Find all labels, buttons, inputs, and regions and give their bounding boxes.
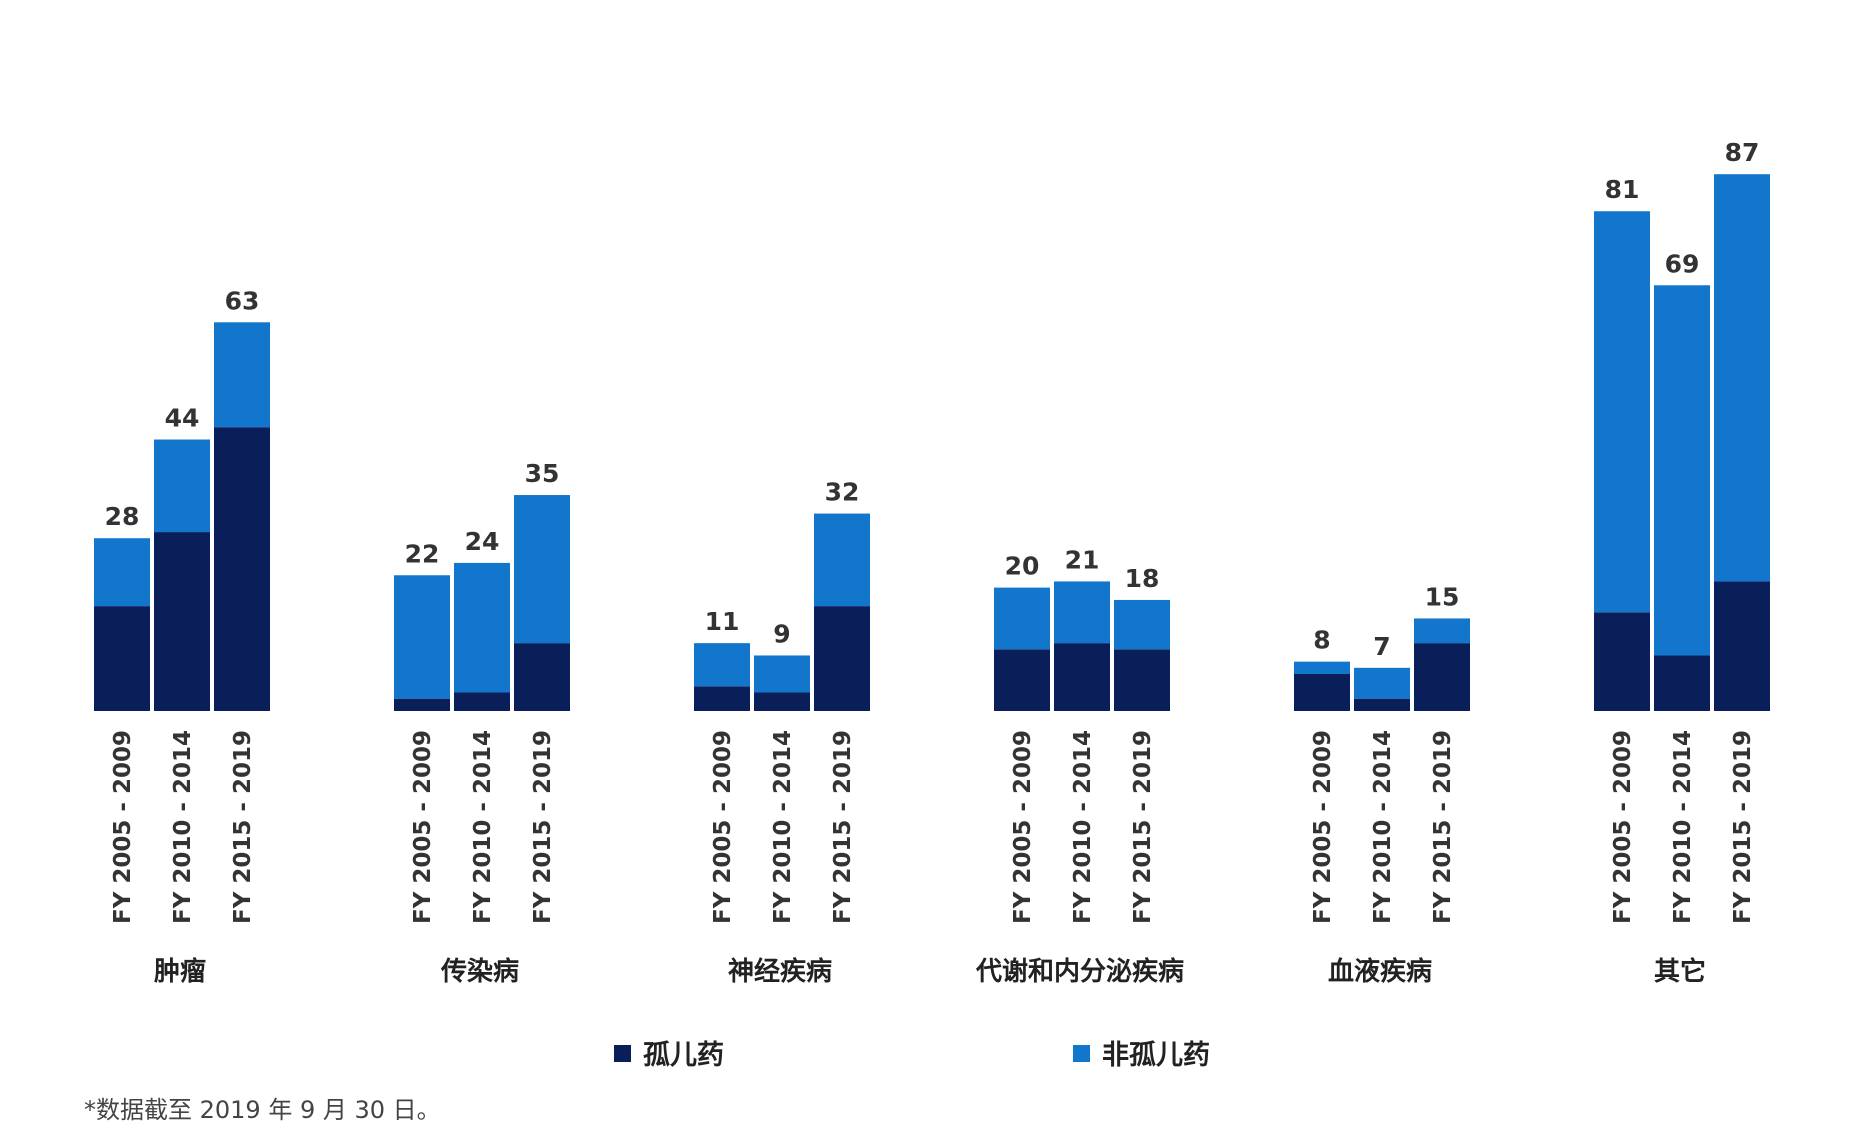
bar-non-orphan-0-0: [94, 538, 150, 607]
period-tick-label: FY 2005 - 2009: [1610, 730, 1636, 924]
legend: 孤儿药 非孤儿药: [614, 1039, 1210, 1071]
bar-non-orphan-3-0: [994, 587, 1050, 650]
category-label: 传染病: [440, 957, 519, 987]
bar-non-orphan-2-2: [814, 513, 870, 607]
bar-non-orphan-2-0: [694, 643, 750, 687]
period-tick-label: FY 2010 - 2014: [170, 730, 196, 924]
bar-total-label: 87: [1725, 138, 1760, 167]
bar-orphan-0-1: [154, 532, 210, 711]
period-tick-label: FY 2005 - 2009: [1010, 730, 1036, 924]
bar-orphan-0-2: [214, 427, 270, 711]
period-tick-label: FY 2010 - 2014: [470, 730, 496, 924]
period-tick-label: FY 2010 - 2014: [1370, 730, 1396, 924]
bar-total-label: 44: [165, 404, 200, 433]
bar-non-orphan-3-1: [1054, 581, 1110, 644]
bar-orphan-3-0: [994, 649, 1050, 711]
period-tick-label: FY 2015 - 2019: [530, 730, 556, 924]
bar-orphan-5-2: [1714, 581, 1770, 711]
legend-swatch-non-orphan: [1073, 1045, 1090, 1062]
period-tick-label: FY 2015 - 2019: [1430, 730, 1456, 924]
bar-total-label: 22: [405, 539, 440, 568]
bar-orphan-5-0: [1594, 612, 1650, 711]
bar-non-orphan-1-1: [454, 562, 510, 693]
bar-orphan-2-0: [694, 686, 750, 711]
category-label: 代谢和内分泌疾病: [975, 956, 1184, 987]
period-tick-label: FY 2015 - 2019: [1730, 730, 1756, 924]
bar-orphan-5-1: [1654, 655, 1710, 711]
period-tick-label: FY 2015 - 2019: [230, 730, 256, 924]
bar-orphan-1-0: [394, 698, 450, 711]
period-tick-label: FY 2005 - 2009: [410, 730, 436, 924]
bar-total-label: 11: [705, 607, 740, 636]
bar-non-orphan-4-1: [1354, 667, 1410, 699]
bar-orphan-2-1: [754, 692, 810, 711]
bar-non-orphan-2-1: [754, 655, 810, 693]
bar-total-label: 81: [1605, 175, 1640, 204]
bar-non-orphan-0-1: [154, 439, 210, 533]
bar-orphan-2-2: [814, 606, 870, 711]
footnote: *数据截至 2019 年 9 月 30 日。: [84, 1096, 441, 1124]
bar-total-label: 7: [1373, 632, 1390, 661]
legend-label-orphan: 孤儿药: [643, 1039, 724, 1071]
period-tick-label: FY 2015 - 2019: [1130, 730, 1156, 924]
bar-total-label: 15: [1425, 582, 1460, 611]
bar-non-orphan-4-2: [1414, 618, 1470, 644]
period-tick-label: FY 2005 - 2009: [110, 730, 136, 924]
period-tick-label: FY 2010 - 2014: [1670, 730, 1696, 924]
bar-non-orphan-5-0: [1594, 211, 1650, 613]
bar-non-orphan-4-0: [1294, 661, 1350, 674]
bar-total-label: 20: [1005, 552, 1040, 581]
bar-orphan-0-0: [94, 606, 150, 711]
period-tick-label: FY 2010 - 2014: [770, 730, 796, 924]
bar-non-orphan-3-2: [1114, 599, 1170, 650]
bar-non-orphan-1-0: [394, 575, 450, 699]
bar-orphan-1-2: [514, 643, 570, 711]
bar-orphan-1-1: [454, 692, 510, 711]
bar-total-label: 24: [465, 527, 500, 556]
bar-non-orphan-5-1: [1654, 285, 1710, 656]
legend-label-non-orphan: 非孤儿药: [1102, 1039, 1210, 1071]
category-label: 肿瘤: [154, 956, 206, 987]
bar-orphan-4-2: [1414, 643, 1470, 711]
bar-total-label: 21: [1065, 545, 1100, 574]
bar-total-label: 69: [1665, 249, 1700, 278]
bar-total-label: 32: [825, 478, 860, 507]
bar-orphan-4-1: [1354, 698, 1410, 711]
legend-swatch-orphan: [614, 1045, 631, 1062]
bar-total-label: 18: [1125, 564, 1160, 593]
bar-total-label: 35: [525, 459, 560, 488]
period-tick-label: FY 2015 - 2019: [830, 730, 856, 924]
category-label: 其它: [1654, 956, 1706, 987]
bar-total-label: 9: [773, 619, 790, 648]
bar-non-orphan-1-2: [514, 495, 570, 644]
bar-non-orphan-5-2: [1714, 174, 1770, 582]
bar-orphan-4-0: [1294, 673, 1350, 711]
bar-orphan-3-2: [1114, 649, 1170, 711]
period-tick-label: FY 2010 - 2014: [1070, 730, 1096, 924]
bar-orphan-3-1: [1054, 643, 1110, 711]
period-tick-label: FY 2005 - 2009: [710, 730, 736, 924]
period-tick-label: FY 2005 - 2009: [1310, 730, 1336, 924]
bar-total-label: 8: [1313, 626, 1330, 655]
bar-total-label: 63: [225, 286, 260, 315]
bar-non-orphan-0-2: [214, 322, 270, 428]
category-label: 血液疾病: [1328, 956, 1432, 987]
category-label: 神经疾病: [728, 956, 832, 987]
bar-total-label: 28: [105, 502, 140, 531]
